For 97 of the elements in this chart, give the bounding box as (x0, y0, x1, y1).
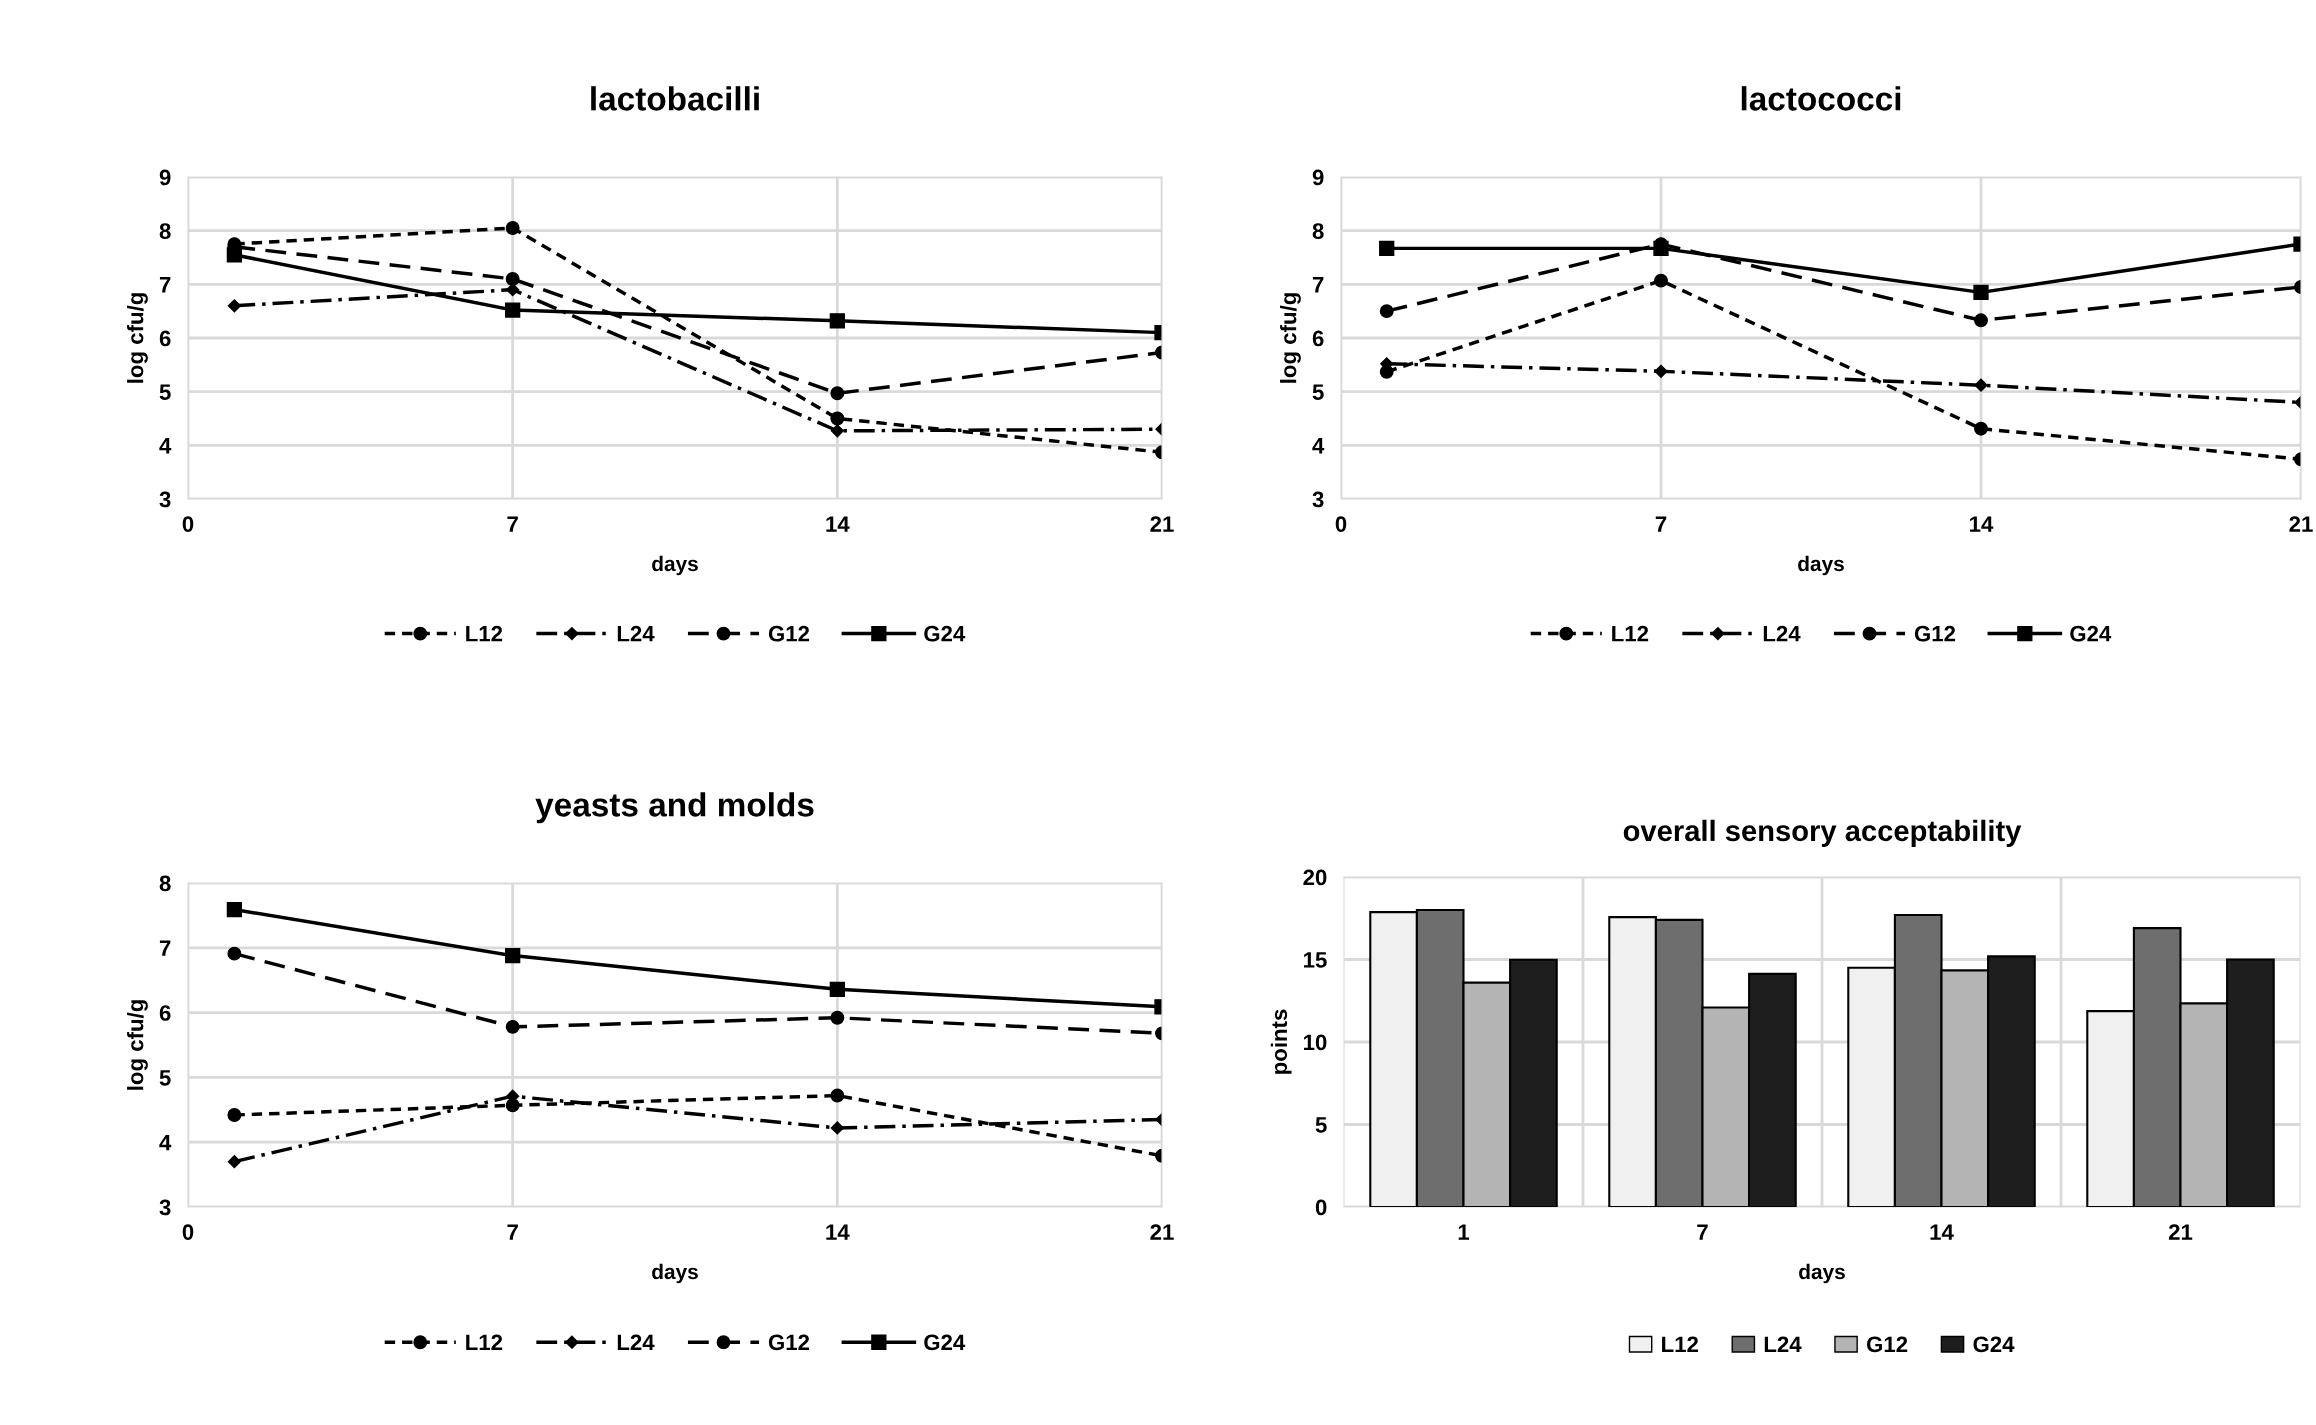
legend-label: G24 (924, 625, 966, 642)
chart-title: lactococci (1741, 86, 1901, 111)
y-axis-title: log cfu/g (1280, 293, 1301, 383)
y-tick-label: 20 (1303, 869, 1327, 886)
x-tick-label: 14 (826, 516, 850, 532)
x-tick-label: 14 (826, 1224, 850, 1240)
x-tick-label: 7 (1655, 516, 1667, 532)
y-tick-label: 7 (159, 277, 171, 293)
x-tick-label: 0 (182, 1224, 194, 1240)
x-tick-label: 0 (1335, 516, 1347, 532)
y-tick-label: 3 (159, 491, 171, 508)
point (505, 302, 521, 318)
legend-label: G12 (768, 625, 810, 642)
y-tick-label: 6 (1312, 330, 1324, 347)
point (1974, 313, 1988, 328)
legend-label: L24 (617, 625, 655, 642)
point (505, 1019, 520, 1034)
y-axis-title: log cfu/g (127, 1000, 148, 1090)
legend-label: L12 (1662, 1336, 1698, 1352)
x-tick-label: 14 (1930, 1224, 1954, 1240)
point (505, 221, 520, 235)
point (505, 947, 521, 964)
point (830, 411, 845, 426)
y-tick-label: 8 (1312, 223, 1324, 239)
x-tick-label: 0 (182, 516, 194, 532)
point (829, 981, 845, 997)
y-tick-label: 7 (159, 940, 171, 956)
y-tick-label: 4 (1312, 438, 1325, 454)
chart-title: overall sensory acceptability (1623, 819, 2022, 847)
legend-label: G12 (768, 1334, 810, 1351)
legend-label: G12 (1866, 1336, 1908, 1353)
point (1974, 378, 1988, 392)
y-tick-label: 6 (159, 1005, 171, 1021)
y-tick-label: 4 (159, 1134, 172, 1151)
y-tick-label: 6 (159, 330, 171, 347)
y-tick-label: 7 (1312, 277, 1324, 293)
y-tick-label: 4 (159, 438, 172, 454)
point (1974, 421, 1988, 436)
point (227, 1155, 241, 1169)
y-tick-label: 8 (159, 223, 171, 239)
point (227, 1108, 242, 1122)
y-tick-label: 5 (159, 384, 171, 400)
legend-label: G12 (1914, 625, 1956, 642)
legend-label: G24 (924, 1334, 966, 1351)
y-axis-title: points (1270, 1009, 1292, 1074)
point (829, 313, 845, 329)
y-tick-label: 0 (1315, 1199, 1327, 1216)
y-tick-label: 3 (159, 1199, 171, 1216)
x-axis-title: days (652, 555, 698, 576)
x-tick-label: 1 (1458, 1224, 1470, 1240)
point (226, 247, 243, 263)
point (830, 1088, 845, 1103)
chart-title: lactobacilli (591, 86, 759, 111)
legend-label: L12 (466, 1334, 503, 1351)
point (227, 299, 241, 313)
point (505, 272, 520, 286)
x-axis-title: days (652, 1263, 698, 1284)
y-tick-label: 5 (159, 1070, 171, 1086)
y-tick-label: 8 (159, 875, 171, 892)
point (1973, 284, 1989, 301)
legend-label: L12 (1612, 625, 1649, 642)
x-tick-label: 7 (1697, 1224, 1708, 1240)
point (830, 1121, 844, 1135)
x-axis-title: days (1798, 555, 1844, 576)
y-tick-label: 5 (1312, 384, 1324, 400)
y-axis-title: log cfu/g (127, 293, 148, 383)
x-axis-title: days (1799, 1263, 1845, 1284)
x-tick-label: 21 (1150, 1224, 1174, 1240)
y-tick-label: 9 (159, 169, 171, 186)
point (1379, 304, 1394, 319)
legend-label: G24 (2070, 625, 2112, 642)
legend-label: G24 (1973, 1336, 2015, 1353)
legend-label: L24 (1764, 1336, 1802, 1352)
point (830, 424, 844, 438)
point (226, 901, 243, 918)
x-tick-label: 21 (2289, 516, 2313, 532)
x-tick-label: 14 (1970, 516, 1994, 532)
point (227, 946, 242, 961)
y-tick-label: 10 (1304, 1034, 1327, 1051)
y-tick-label: 15 (1304, 952, 1327, 968)
chart-title: yeasts and molds (535, 792, 814, 824)
point (1379, 240, 1395, 257)
legend-label: L24 (1763, 625, 1801, 642)
y-tick-label: 9 (1312, 169, 1324, 186)
x-tick-label: 7 (507, 516, 518, 532)
point (1653, 240, 1669, 257)
point (830, 1010, 845, 1025)
y-tick-label: 3 (1312, 491, 1324, 508)
x-tick-label: 7 (507, 1224, 518, 1240)
point (1654, 364, 1668, 378)
point (1654, 273, 1668, 288)
point (830, 386, 845, 401)
y-tick-label: 5 (1315, 1117, 1327, 1133)
legend-label: L12 (466, 625, 503, 642)
x-tick-label: 21 (1150, 516, 1174, 532)
legend-label: L24 (617, 1334, 655, 1351)
x-tick-label: 21 (2168, 1224, 2193, 1240)
